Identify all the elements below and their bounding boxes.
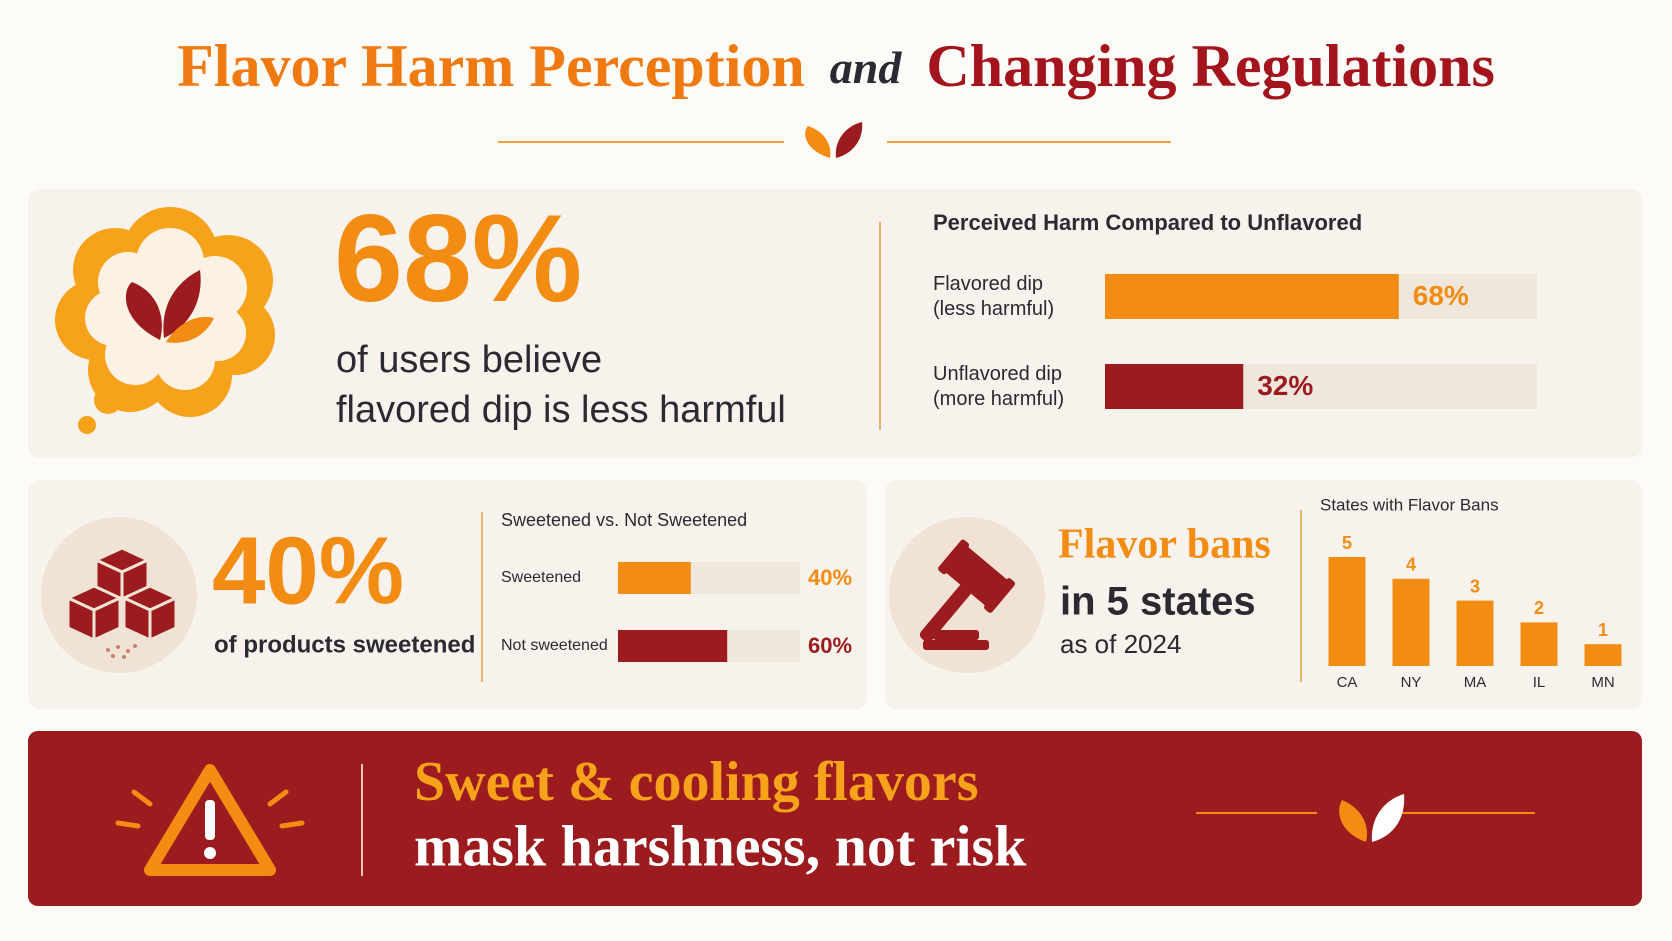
value-label: 40% (808, 565, 852, 590)
value-label: 68% (1413, 280, 1469, 311)
stat-caption: of users believe (336, 339, 602, 381)
x-tick-label: NY (1401, 674, 1422, 691)
value-label: 60% (808, 633, 852, 658)
x-tick-label: MA (1464, 674, 1487, 691)
bans-headline: Flavor bans (1058, 522, 1271, 568)
x-tick-label: IL (1533, 674, 1546, 691)
stat-value: 40% (212, 517, 404, 624)
value-label: 5 (1342, 533, 1352, 553)
bans-note: as of 2024 (1060, 629, 1181, 659)
value-label: 1 (1598, 620, 1608, 640)
stat-caption: flavored dip is less harmful (336, 389, 786, 431)
thought-icon (55, 207, 275, 434)
gavel-icon (889, 517, 1045, 673)
bar (1520, 622, 1558, 666)
banner (28, 731, 1642, 906)
title-part: Changing Regulations (926, 33, 1494, 99)
value-label: 4 (1406, 555, 1416, 575)
x-tick-label: CA (1337, 674, 1358, 691)
leaf (835, 122, 863, 158)
value-label: 3 (1470, 576, 1480, 596)
category-label: Not sweetened (501, 637, 608, 654)
bar (1105, 274, 1399, 319)
stat-value: 68% (334, 190, 582, 328)
bar (618, 562, 691, 594)
bar (1328, 557, 1366, 666)
chart-title: States with Flavor Bans (1320, 495, 1499, 514)
leaf (805, 126, 831, 158)
category-label: Flavored dip (less harmful) (933, 272, 1055, 320)
bar (618, 630, 728, 662)
chart-title: Sweetened vs. Not Sweetened (501, 510, 747, 530)
bar (1584, 644, 1622, 666)
value-label: 2 (1534, 598, 1544, 618)
chart-title: Perceived Harm Compared to Unflavored (933, 210, 1362, 235)
title: Flavor Harm Perception and Changing Regu… (177, 33, 1495, 99)
bar (1105, 364, 1244, 409)
x-tick-label: MN (1591, 674, 1614, 691)
value-label: 32% (1257, 370, 1313, 401)
category-label: Unflavored dip (more harmful) (933, 362, 1065, 410)
title-part: and (830, 42, 903, 93)
sugar-icon (41, 517, 197, 673)
stat-caption: of products sweetened (214, 631, 475, 658)
bans-line: in 5 states (1060, 580, 1256, 624)
title-part: Flavor Harm Perception (177, 33, 805, 99)
leaf (1371, 794, 1405, 842)
leaf (1339, 800, 1367, 842)
panel (885, 480, 1642, 709)
bar (1456, 600, 1494, 666)
warning-icon (115, 764, 305, 876)
bar (1392, 578, 1430, 666)
banner-line: mask harshness, not risk (414, 813, 1027, 878)
banner-line: Sweet & cooling flavors (414, 751, 979, 813)
category-label: Sweetened (501, 569, 581, 586)
